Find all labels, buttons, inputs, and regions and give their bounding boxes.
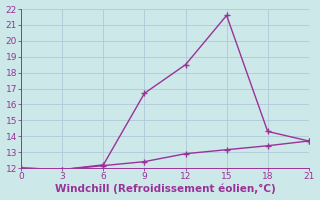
X-axis label: Windchill (Refroidissement éolien,°C): Windchill (Refroidissement éolien,°C) xyxy=(55,184,276,194)
